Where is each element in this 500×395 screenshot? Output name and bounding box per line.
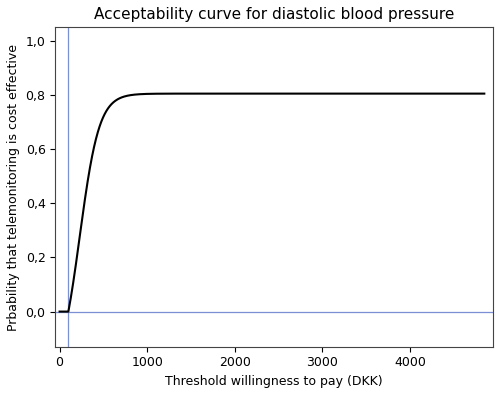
Y-axis label: Prbability that telemonitoring is cost effective: Prbability that telemonitoring is cost e… [7,43,20,331]
Title: Acceptability curve for diastolic blood pressure: Acceptability curve for diastolic blood … [94,7,455,22]
X-axis label: Threshold willingness to pay (DKK): Threshold willingness to pay (DKK) [166,375,383,388]
